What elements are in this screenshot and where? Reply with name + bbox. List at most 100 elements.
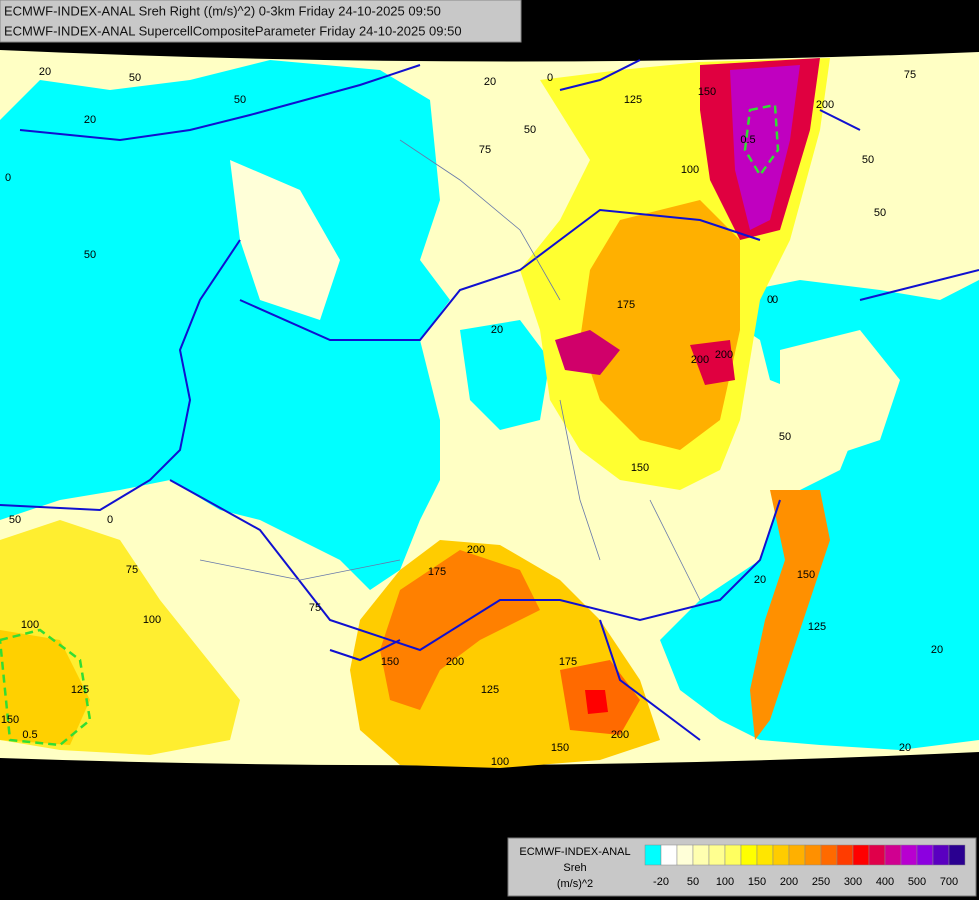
legend-swatch	[788, 844, 806, 866]
contour-label: 200	[816, 99, 834, 111]
legend-label: 250	[812, 876, 830, 888]
contour-label: 20	[931, 644, 943, 656]
contour-label: 150	[631, 462, 649, 474]
contour-label: 175	[617, 299, 635, 311]
contour-label: 50	[84, 249, 96, 261]
legend-label: 200	[780, 876, 798, 888]
contour-label: 0	[772, 294, 778, 306]
legend-label: 100	[716, 876, 734, 888]
contour-label: 200	[467, 544, 485, 556]
legend-swatch	[804, 844, 822, 866]
legend: ECMWF-INDEX-ANAL Sreh (m/s)^2 -20 50 100 15…	[507, 837, 977, 897]
red-region	[585, 690, 608, 714]
contour-label: 50	[779, 431, 791, 443]
contour-label: 125	[481, 684, 499, 696]
orange-region	[580, 200, 740, 450]
legend-swatch	[676, 844, 694, 866]
legend-swatch	[772, 844, 790, 866]
legend-label: 300	[844, 876, 862, 888]
legend-swatch	[916, 844, 934, 866]
header: ECMWF-INDEX-ANAL Sreh Right ((m/s)^2) 0-…	[0, 0, 522, 43]
contour-label: 0	[547, 72, 553, 84]
scp-contour	[743, 103, 780, 178]
legend-title: Sreh	[563, 862, 586, 874]
contour-label: 0	[767, 294, 773, 306]
contour-label: 175	[559, 656, 577, 668]
contour-label: 20	[899, 742, 911, 754]
contour-label: 200	[691, 354, 709, 366]
yellow-region	[780, 330, 900, 460]
contour-label: 20	[754, 574, 766, 586]
contour-label: 150	[698, 86, 716, 98]
legend-label: 150	[748, 876, 766, 888]
header-line: ECMWF-INDEX-ANAL SupercellCompositeParam…	[4, 23, 462, 38]
orange-region	[750, 490, 830, 740]
contour-label: 75	[126, 564, 138, 576]
contour-label: 0.5	[740, 134, 755, 146]
contour-label: 150	[1, 714, 19, 726]
legend-swatch	[820, 844, 838, 866]
legend-swatch	[900, 844, 918, 866]
contour-label: 100	[21, 619, 39, 631]
contour-label: 100	[681, 164, 699, 176]
legend-title: ECMWF-INDEX-ANAL	[519, 846, 630, 858]
contour-label: 200	[715, 349, 733, 361]
contour-label: 100	[491, 756, 509, 768]
contour-label: 125	[808, 621, 826, 633]
header-box	[0, 0, 522, 43]
legend-swatch	[740, 844, 758, 866]
contour-label: 150	[551, 742, 569, 754]
contour-label: 75	[479, 144, 491, 156]
contour-label: 50	[129, 72, 141, 84]
legend-label: 400	[876, 876, 894, 888]
red-region	[555, 330, 620, 375]
contour-label: 100	[143, 614, 161, 626]
legend-swatch	[644, 844, 662, 866]
legend-swatch	[932, 844, 950, 866]
contour-label: 50	[524, 124, 536, 136]
legend-swatch	[868, 844, 886, 866]
contour-label: 0.5	[22, 729, 37, 741]
legend-swatch	[660, 844, 678, 866]
contour-label: 75	[904, 69, 916, 81]
contour-label: 50	[9, 514, 21, 526]
contour-label: 200	[446, 656, 464, 668]
legend-label: 500	[908, 876, 926, 888]
contour-label: 150	[797, 569, 815, 581]
contour-label: 0	[5, 172, 11, 184]
contour-label: 150	[381, 656, 399, 668]
legend-swatch	[884, 844, 902, 866]
contour-label: 50	[874, 207, 886, 219]
red-region	[690, 340, 735, 385]
orange-region	[0, 630, 90, 745]
legend-swatch	[948, 844, 966, 866]
orange-region	[380, 550, 540, 710]
contour-label: 125	[624, 94, 642, 106]
scp-contour	[0, 628, 92, 747]
contour-label: 20	[39, 66, 51, 78]
cyan-region	[460, 320, 550, 430]
contour-label: 0	[107, 514, 113, 526]
cyan-region	[0, 60, 450, 590]
legend-label: -20	[653, 876, 669, 888]
legend-label: 700	[940, 876, 958, 888]
contour-label: 200	[611, 729, 629, 741]
contour-label: 125	[71, 684, 89, 696]
legend-swatch	[836, 844, 854, 866]
contour-label: 50	[862, 154, 874, 166]
header-line: ECMWF-INDEX-ANAL Sreh Right ((m/s)^2) 0-…	[4, 3, 441, 18]
legend-swatch	[708, 844, 726, 866]
legend-swatch	[852, 844, 870, 866]
map-area	[0, 50, 979, 768]
legend-swatch	[756, 844, 774, 866]
contour-label: 50	[234, 94, 246, 106]
contour-label: 20	[484, 76, 496, 88]
legend-swatch	[724, 844, 742, 866]
pale-region	[230, 160, 340, 320]
contour-label: 175	[428, 566, 446, 578]
legend-title: (m/s)^2	[557, 878, 593, 890]
magenta-region	[730, 65, 800, 230]
contour-label: 20	[84, 114, 96, 126]
